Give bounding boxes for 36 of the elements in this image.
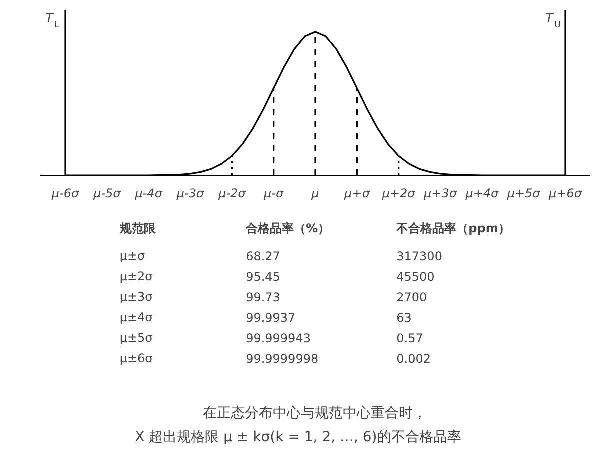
text: 规范限 (118, 222, 157, 236)
text: μ±2σ (120, 270, 154, 284)
text: 68.27 (246, 250, 280, 264)
text: 0.57 (396, 332, 424, 346)
x-tick-label: μ+σ (344, 186, 370, 200)
x-tick-label: μ-σ (263, 186, 284, 200)
text: μ±5σ (120, 331, 154, 345)
x-tick-label: μ+6σ (548, 186, 582, 200)
x-tick-label: μ-5σ (92, 186, 122, 200)
text: μ±3σ (120, 290, 154, 304)
x-tick-label: μ+5σ (506, 186, 541, 200)
text: 45500 (396, 270, 435, 284)
text: 63 (396, 311, 412, 325)
text: 95.45 (246, 270, 280, 284)
text: 不合格品率（ppm） (396, 222, 510, 236)
x-tick-label: μ-3σ (176, 186, 204, 200)
x-tick-label: μ+4σ (464, 186, 500, 200)
x-tick-label: μ+2σ (381, 186, 416, 200)
x-tick-label: μ-4σ (134, 186, 163, 200)
text: 99.9937 (246, 311, 296, 325)
text: μ±4σ (120, 310, 154, 324)
text: μ±6σ (120, 352, 154, 366)
text: 99.999943 (246, 332, 311, 346)
text: 317300 (396, 250, 442, 264)
x-tick-label: μ-6σ (50, 186, 80, 200)
text: μ±σ (120, 249, 146, 263)
x-tick-label: μ-2σ (218, 186, 246, 200)
text: 99.73 (246, 290, 280, 304)
x-tick-label: μ+3σ (423, 186, 458, 200)
text: 在正态分布中心与规范中心重合时， (202, 406, 427, 422)
text: 99.9999998 (246, 352, 319, 366)
text: 合格品率（%） (245, 222, 330, 236)
text: 0.002 (396, 352, 432, 366)
x-tick-label: μ (310, 186, 320, 200)
text: 2700 (396, 290, 428, 304)
text: X 超出规格限 μ ± kσ(k = 1, 2, …, 6)的不合格品率 (135, 430, 462, 446)
